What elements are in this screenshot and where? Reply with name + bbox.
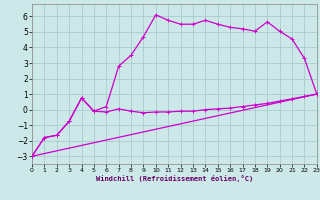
X-axis label: Windchill (Refroidissement éolien,°C): Windchill (Refroidissement éolien,°C)	[96, 175, 253, 182]
